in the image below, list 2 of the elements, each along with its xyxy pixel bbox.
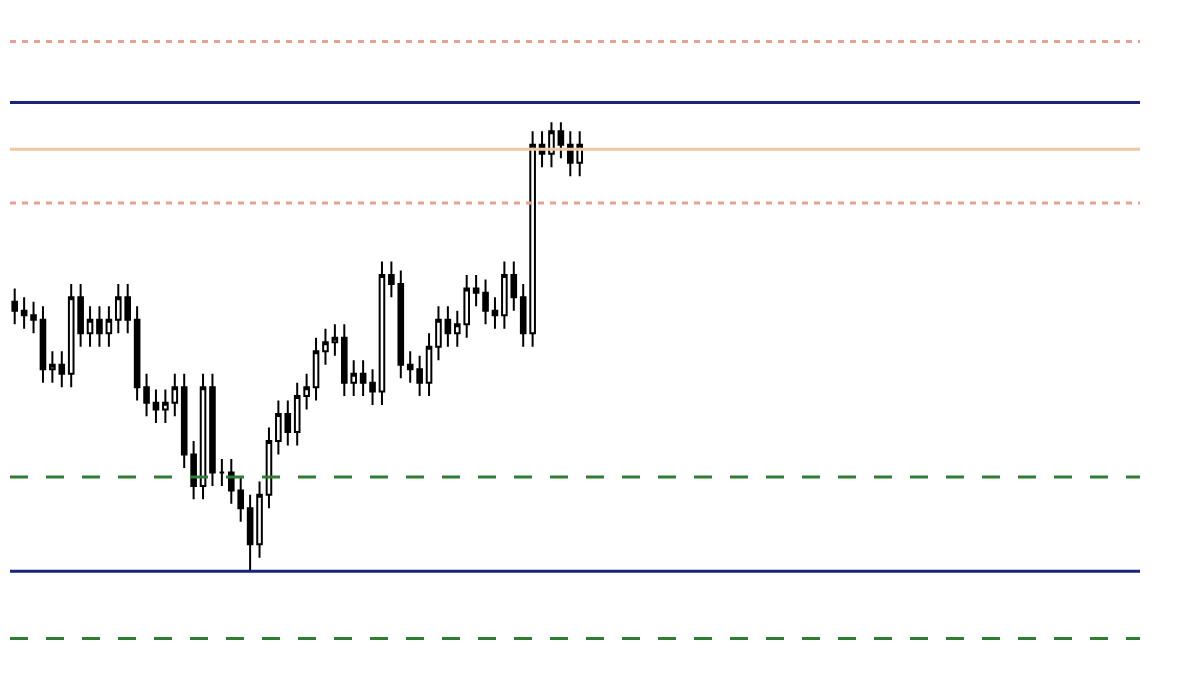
candlestick xyxy=(218,457,226,487)
candlestick xyxy=(11,287,19,326)
